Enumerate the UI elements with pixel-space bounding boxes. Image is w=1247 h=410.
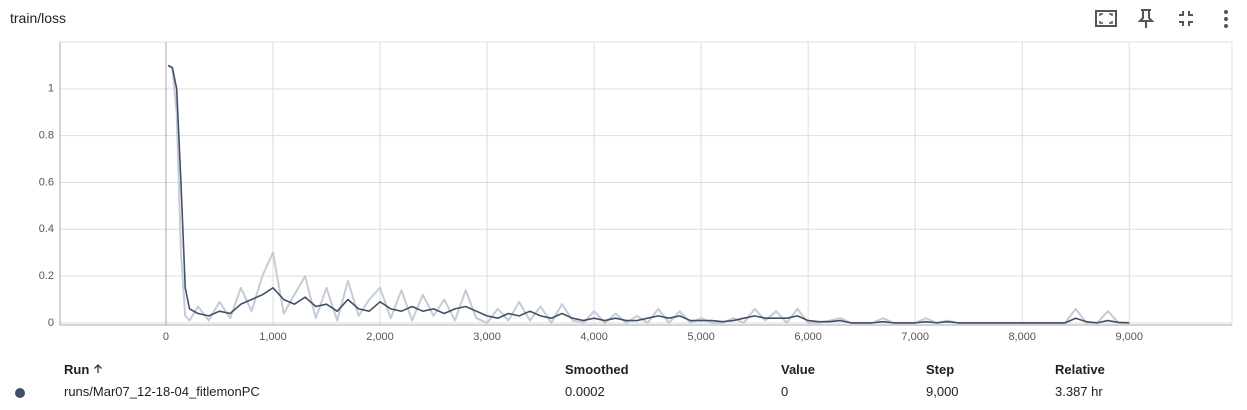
run-color-dot xyxy=(15,388,25,398)
column-header[interactable]: Step xyxy=(926,362,955,377)
x-tick-label: 7,000 xyxy=(901,331,929,343)
y-tick-label: 0.2 xyxy=(39,270,54,282)
x-tick-label: 3,000 xyxy=(473,331,501,343)
column-header[interactable]: Value xyxy=(781,362,815,377)
x-tick-label: 5,000 xyxy=(687,331,715,343)
column-header[interactable]: Smoothed xyxy=(565,362,629,377)
fit-domain-button[interactable] xyxy=(1094,8,1118,30)
y-tick-label: 0.8 xyxy=(39,130,54,142)
y-tick-label: 0.6 xyxy=(39,176,54,188)
y-tick-label: 1 xyxy=(48,83,54,95)
chart: 0 0.2 0.4 0.6 0.8 1 0 1,000 2,000 3,000 4,000 5,000… xyxy=(39,41,1233,343)
series-line xyxy=(167,64,1130,324)
x-tick-label: 1,000 xyxy=(259,331,287,343)
table-cell: 0.0002 xyxy=(565,384,605,399)
x-tick-label: 6,000 xyxy=(794,331,822,343)
column-header[interactable]: Relative xyxy=(1055,362,1105,377)
table-cell: 0 xyxy=(781,384,789,399)
card-title: train/loss xyxy=(10,10,67,26)
x-tick-label: 2,000 xyxy=(366,331,394,343)
x-tick-label: 8,000 xyxy=(1008,331,1036,343)
column-header[interactable]: Run xyxy=(64,362,103,377)
x-tick-label: 4,000 xyxy=(580,331,608,343)
table-cell: 9,000 xyxy=(926,384,959,399)
table-cell: runs/Mar07_12-18-04_fitlemonPC xyxy=(64,384,260,399)
x-tick-label: 0 xyxy=(163,331,169,343)
plot-area xyxy=(59,41,1233,326)
y-tick-label: 0.4 xyxy=(39,223,54,235)
table-cell: 3.387 hr xyxy=(1055,384,1103,399)
collapse-button[interactable] xyxy=(1176,8,1196,30)
header-text: Run xyxy=(64,362,90,377)
x-tick-label: 9,000 xyxy=(1115,331,1143,343)
sort-arrow xyxy=(93,364,102,373)
y-tick-label: 0 xyxy=(48,317,54,329)
menu-button[interactable] xyxy=(1216,8,1236,30)
pin-button[interactable] xyxy=(1136,8,1156,30)
